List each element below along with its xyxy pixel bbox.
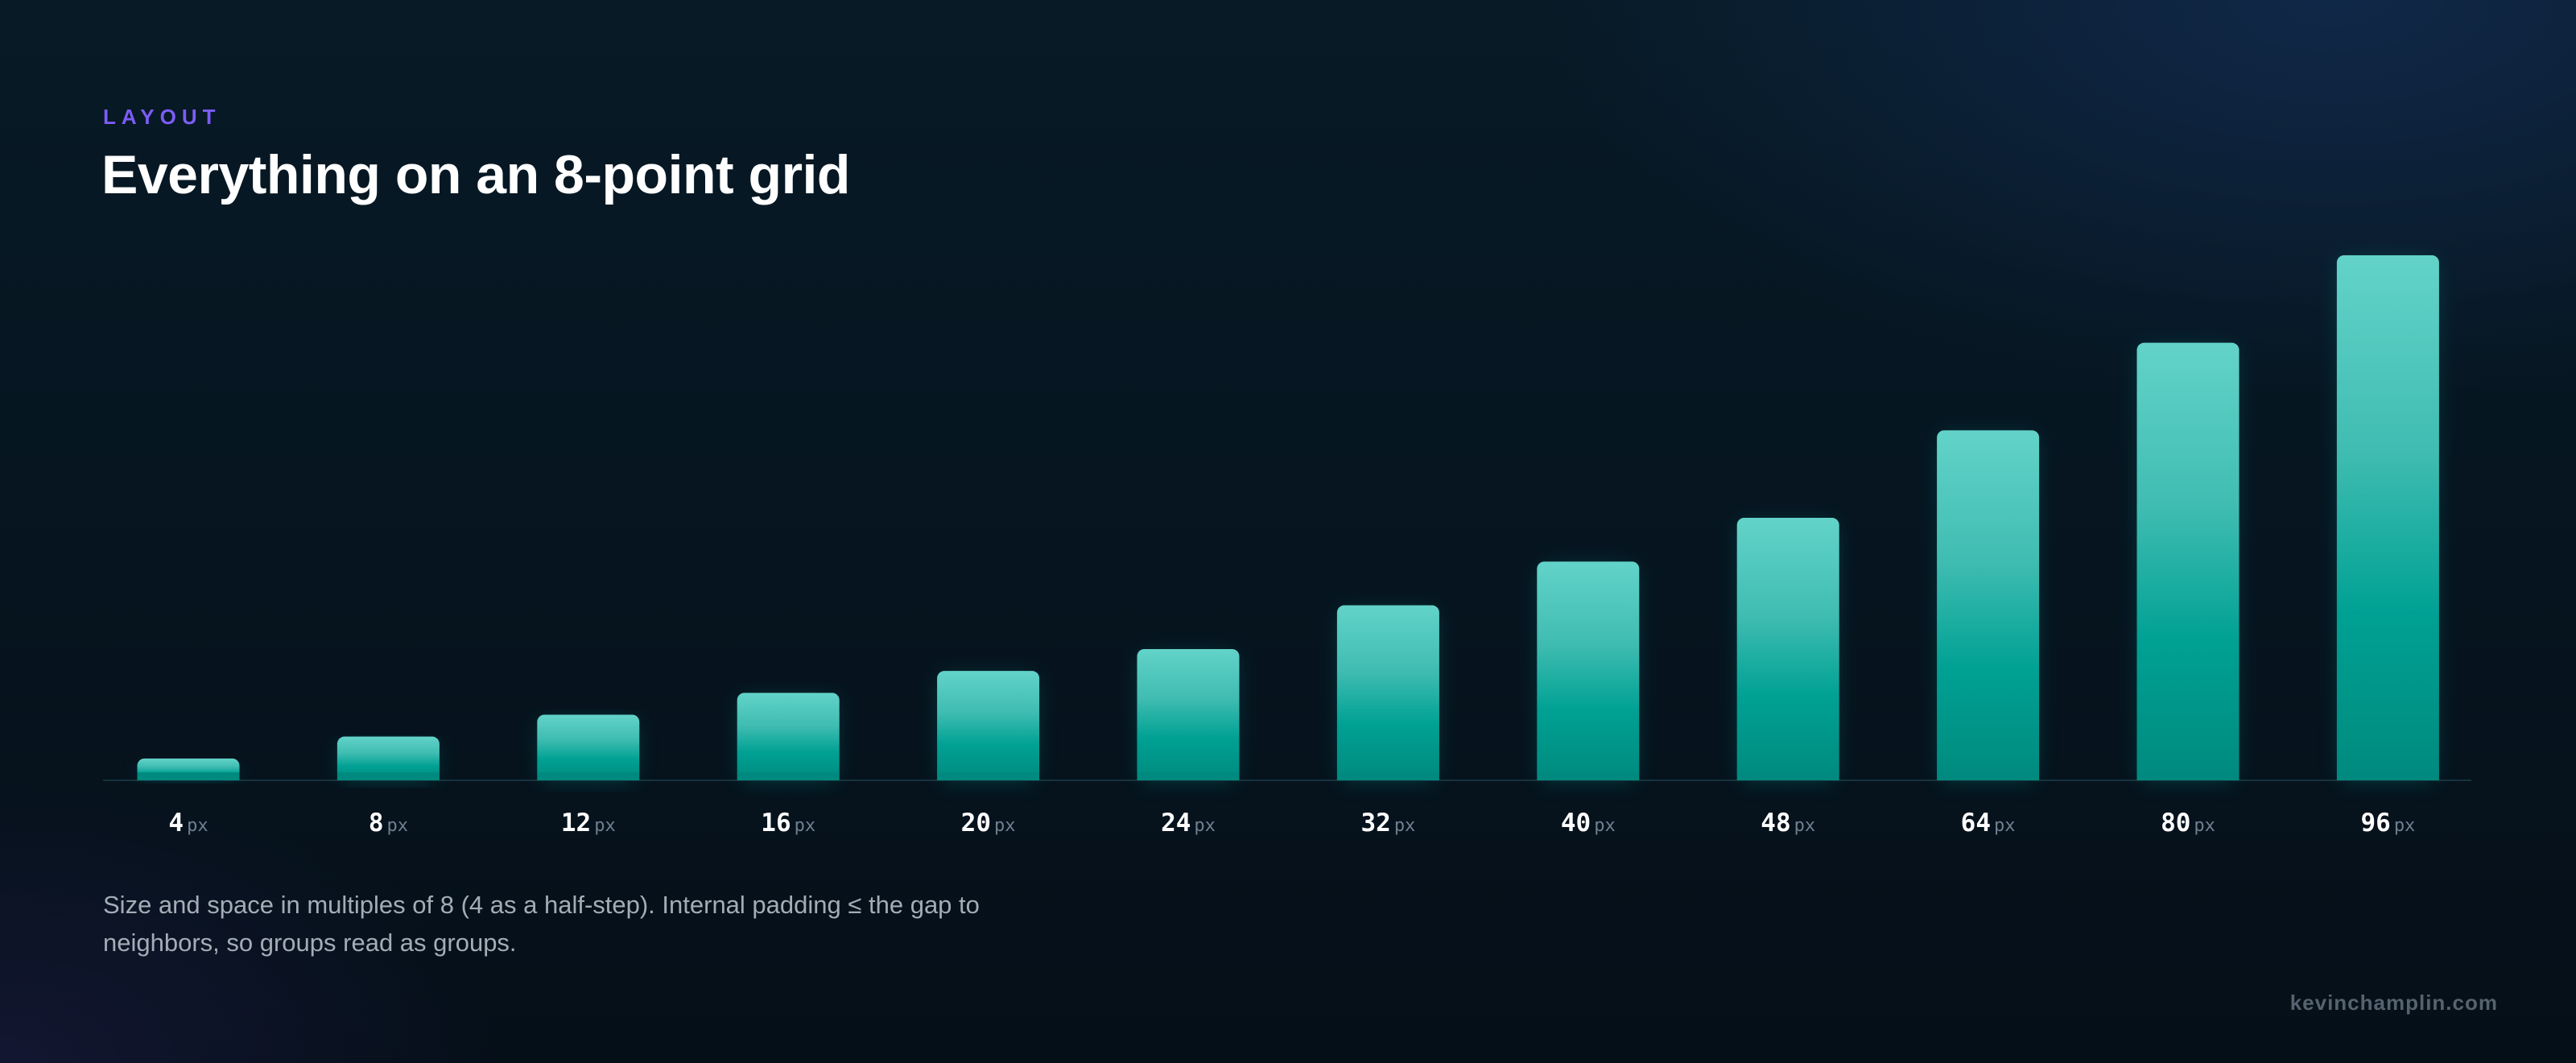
tick-label-40: 40 px xyxy=(1561,809,1616,838)
tick-value: 64 xyxy=(1961,809,1991,838)
bar-base-16px xyxy=(737,772,840,780)
eyebrow-label: LAYOUT xyxy=(103,105,221,129)
tick-unit: px xyxy=(2194,816,2215,836)
bar-base-20px xyxy=(937,772,1040,780)
bar-base-4px xyxy=(137,772,240,780)
site-credit: kevinchamplin.com xyxy=(2289,991,2498,1015)
tick-value: 24 xyxy=(1161,809,1191,838)
tick-value: 80 xyxy=(2161,809,2190,838)
tick-label-32: 32 px xyxy=(1360,809,1415,838)
bar-base-64px xyxy=(1937,772,2040,780)
bar-base-32px xyxy=(1336,772,1439,780)
bar-80px xyxy=(2136,342,2240,781)
tick-unit: px xyxy=(2394,816,2416,836)
tick-value: 32 xyxy=(1360,809,1390,838)
tick-value: 4 xyxy=(168,809,184,838)
bar-16px xyxy=(737,693,840,780)
bar-24px xyxy=(1137,649,1240,780)
tick-unit: px xyxy=(1394,816,1416,836)
tick-unit: px xyxy=(594,816,616,836)
bar-32px xyxy=(1336,605,1439,780)
tick-unit: px xyxy=(795,816,816,836)
tick-unit: px xyxy=(1594,816,1616,836)
tick-value: 12 xyxy=(561,809,591,838)
tick-label-4: 4 px xyxy=(168,809,208,838)
tick-label-20: 20 px xyxy=(961,809,1016,838)
bar-40px xyxy=(1537,561,1640,780)
tick-label-64: 64 px xyxy=(1961,809,2016,838)
tick-value: 48 xyxy=(1761,809,1790,838)
bar-20px xyxy=(937,671,1040,780)
bar-base-48px xyxy=(1736,772,1839,780)
tick-label-8: 8 px xyxy=(369,809,408,838)
bar-64px xyxy=(1937,430,2040,780)
tick-unit: px xyxy=(386,816,408,836)
bar-base-8px xyxy=(336,772,440,780)
bar-base-24px xyxy=(1137,772,1240,780)
page-title: Everything on an 8-point grid xyxy=(101,144,850,205)
tick-unit: px xyxy=(1194,816,1216,836)
tick-label-80: 80 px xyxy=(2161,809,2215,838)
bar-base-96px xyxy=(2336,772,2439,780)
bar-base-12px xyxy=(537,772,640,780)
tick-unit: px xyxy=(1794,816,1816,836)
tick-value: 20 xyxy=(961,809,991,838)
tick-value: 40 xyxy=(1561,809,1591,838)
bar-96px xyxy=(2336,255,2439,780)
tick-label-16: 16 px xyxy=(761,809,815,838)
tick-value: 96 xyxy=(2360,809,2390,838)
bar-8px xyxy=(336,736,440,780)
caption-text: Size and space in multiples of 8 (4 as a… xyxy=(103,891,980,957)
tick-label-12: 12 px xyxy=(561,809,616,838)
tick-unit: px xyxy=(1994,816,2016,836)
tick-unit: px xyxy=(187,816,208,836)
tick-value: 8 xyxy=(369,809,384,838)
bar-12px xyxy=(537,714,640,780)
tick-label-24: 24 px xyxy=(1161,809,1216,838)
bar-base-40px xyxy=(1537,772,1640,780)
tick-value: 16 xyxy=(761,809,791,838)
bar-48px xyxy=(1736,518,1839,780)
tick-label-96: 96 px xyxy=(2360,809,2415,838)
bar-base-80px xyxy=(2136,772,2240,780)
tick-unit: px xyxy=(994,816,1016,836)
tick-label-48: 48 px xyxy=(1761,809,1815,838)
bar-chart: 4 px 8 px 12 px 16 px 20 px 24 px 32 px 40 px 48 px 64 px 80… xyxy=(103,255,2471,838)
